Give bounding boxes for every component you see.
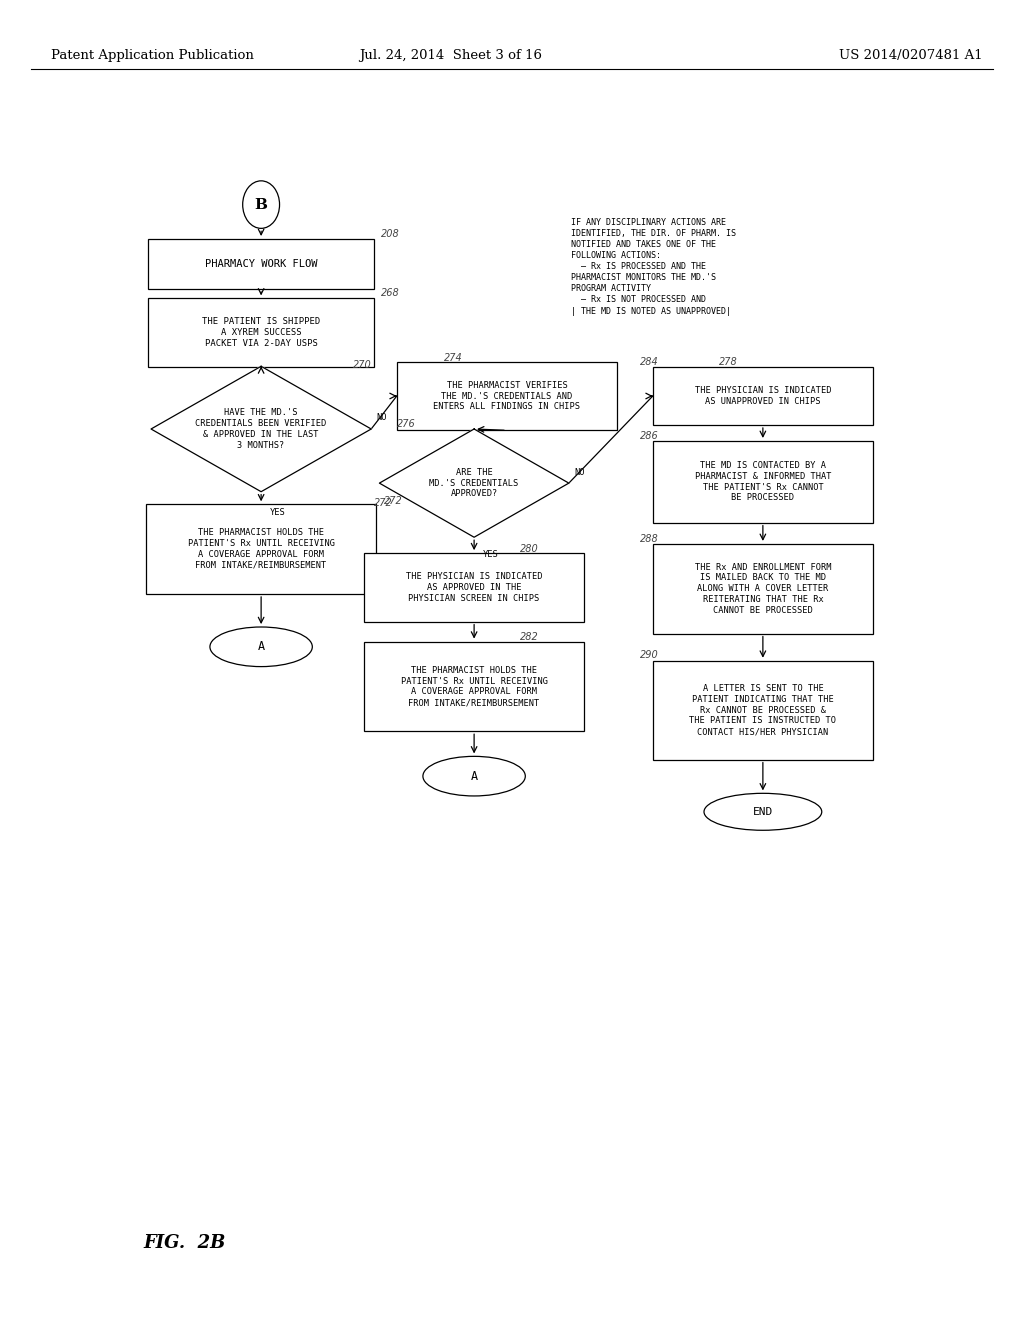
FancyBboxPatch shape [653, 660, 872, 759]
FancyBboxPatch shape [365, 642, 584, 731]
Text: ARE THE
MD.'S CREDENTIALS
APPROVED?: ARE THE MD.'S CREDENTIALS APPROVED? [429, 467, 519, 499]
Text: THE Rx AND ENROLLMENT FORM
IS MAILED BACK TO THE MD
ALONG WITH A COVER LETTER
RE: THE Rx AND ENROLLMENT FORM IS MAILED BAC… [694, 562, 831, 615]
Text: 280: 280 [520, 544, 539, 554]
Text: 272: 272 [374, 498, 392, 508]
Text: B: B [255, 198, 267, 211]
Text: HAVE THE MD.'S
CREDENTIALS BEEN VERIFIED
& APPROVED IN THE LAST
3 MONTHS?: HAVE THE MD.'S CREDENTIALS BEEN VERIFIED… [196, 408, 327, 450]
Text: 208: 208 [381, 228, 399, 239]
Text: US 2014/0207481 A1: US 2014/0207481 A1 [840, 49, 983, 62]
FancyBboxPatch shape [148, 298, 374, 367]
Text: Jul. 24, 2014  Sheet 3 of 16: Jul. 24, 2014 Sheet 3 of 16 [359, 49, 542, 62]
Text: A: A [258, 640, 264, 653]
Text: 290: 290 [640, 649, 658, 660]
Text: 272: 272 [384, 495, 402, 506]
Text: IF ANY DISCIPLINARY ACTIONS ARE
IDENTIFIED, THE DIR. OF PHARM. IS
NOTIFIED AND T: IF ANY DISCIPLINARY ACTIONS ARE IDENTIFI… [571, 218, 736, 315]
Text: YES: YES [482, 550, 498, 560]
Text: 274: 274 [444, 352, 463, 363]
Text: A: A [471, 770, 477, 783]
Text: THE PHARMACIST VERIFIES
THE MD.'S CREDENTIALS AND
ENTERS ALL FINDINGS IN CHIPS: THE PHARMACIST VERIFIES THE MD.'S CREDEN… [433, 380, 581, 412]
Text: 276: 276 [397, 418, 416, 429]
Text: Patent Application Publication: Patent Application Publication [51, 49, 254, 62]
Text: 270: 270 [353, 359, 372, 370]
Text: THE PATIENT IS SHIPPED
A XYREM SUCCESS
PACKET VIA 2-DAY USPS: THE PATIENT IS SHIPPED A XYREM SUCCESS P… [202, 317, 321, 348]
Text: 284: 284 [640, 356, 658, 367]
Text: 288: 288 [640, 533, 658, 544]
Text: THE PHYSICIAN IS INDICATED
AS APPROVED IN THE
PHYSICIAN SCREEN IN CHIPS: THE PHYSICIAN IS INDICATED AS APPROVED I… [406, 572, 543, 603]
Text: FIG.  2B: FIG. 2B [143, 1234, 225, 1253]
FancyBboxPatch shape [653, 441, 872, 523]
Text: THE PHARMACIST HOLDS THE
PATIENT'S Rx UNTIL RECEIVING
A COVERAGE APPROVAL FORM
F: THE PHARMACIST HOLDS THE PATIENT'S Rx UN… [400, 665, 548, 708]
Text: NO: NO [377, 413, 387, 422]
Circle shape [243, 181, 280, 228]
Text: NO: NO [573, 467, 585, 477]
Text: A LETTER IS SENT TO THE
PATIENT INDICATING THAT THE
Rx CANNOT BE PROCESSED &
THE: A LETTER IS SENT TO THE PATIENT INDICATI… [689, 684, 837, 737]
Text: PHARMACY WORK FLOW: PHARMACY WORK FLOW [205, 259, 317, 269]
FancyBboxPatch shape [397, 362, 616, 430]
FancyBboxPatch shape [148, 239, 374, 289]
Text: THE PHYSICIAN IS INDICATED
AS UNAPPROVED IN CHIPS: THE PHYSICIAN IS INDICATED AS UNAPPROVED… [694, 387, 831, 405]
Text: 278: 278 [719, 356, 737, 367]
Text: END: END [753, 807, 773, 817]
Polygon shape [380, 429, 569, 537]
FancyBboxPatch shape [653, 544, 872, 634]
Text: 282: 282 [520, 631, 539, 642]
Text: YES: YES [269, 507, 285, 516]
FancyBboxPatch shape [146, 504, 377, 594]
Text: 268: 268 [381, 288, 399, 298]
Text: 286: 286 [640, 430, 658, 441]
FancyBboxPatch shape [653, 367, 872, 425]
Ellipse shape [423, 756, 525, 796]
Text: THE MD IS CONTACTED BY A
PHARMACIST & INFORMED THAT
THE PATIENT'S Rx CANNOT
BE P: THE MD IS CONTACTED BY A PHARMACIST & IN… [694, 461, 831, 503]
Text: THE PHARMACIST HOLDS THE
PATIENT'S Rx UNTIL RECEIVING
A COVERAGE APPROVAL FORM
F: THE PHARMACIST HOLDS THE PATIENT'S Rx UN… [187, 528, 335, 570]
Ellipse shape [705, 793, 821, 830]
Polygon shape [152, 366, 371, 491]
Ellipse shape [210, 627, 312, 667]
FancyBboxPatch shape [365, 553, 584, 622]
